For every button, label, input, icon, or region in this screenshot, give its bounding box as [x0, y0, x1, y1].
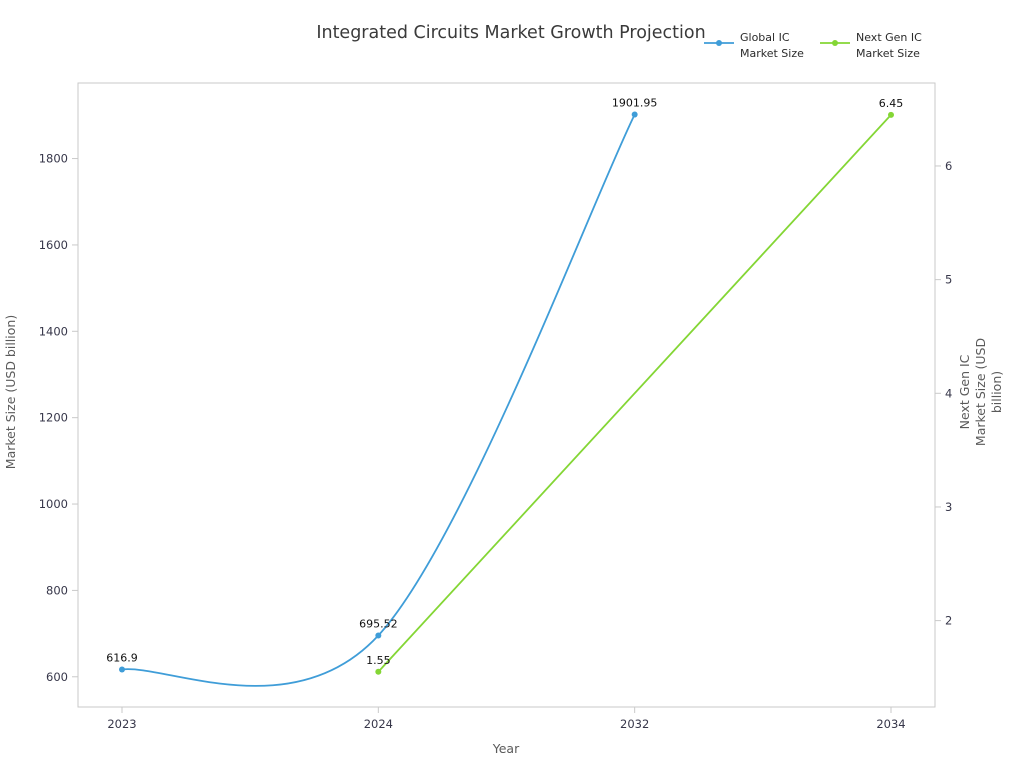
- chart-title: Integrated Circuits Market Growth Projec…: [316, 23, 705, 43]
- x-axis-tick-label: 2034: [876, 717, 905, 731]
- data-point-global-ic-market-size: [119, 666, 125, 673]
- x-axis-tick-label: 2023: [107, 717, 136, 731]
- legend-label: Global IC: [740, 31, 790, 44]
- right-axis-tick-label: 3: [945, 500, 952, 514]
- legend-label: Next Gen IC: [856, 31, 922, 44]
- data-point-next-gen-ic-market-size: [888, 111, 894, 118]
- plot-frame: [77, 82, 936, 708]
- legend-label: Market Size: [856, 47, 920, 60]
- data-point-label: 1.55: [366, 654, 391, 667]
- left-axis-tick-label: 1800: [39, 152, 68, 166]
- legend-marker: [832, 40, 838, 46]
- right-axis-label: Next Gen IC: [957, 354, 972, 429]
- data-point-global-ic-market-size: [631, 111, 638, 118]
- x-axis-tick-label: 2032: [620, 717, 649, 731]
- data-point-label: 616.9: [106, 651, 138, 664]
- left-axis-tick-label: 1600: [39, 238, 68, 252]
- x-axis-tick-label: 2024: [364, 717, 393, 731]
- left-axis-tick-label: 600: [46, 670, 68, 684]
- left-axis-tick-label: 1200: [39, 411, 68, 425]
- series-line-global-ic-market-size: [121, 113, 636, 687]
- series-line-next-gen-ic-market-size: [377, 113, 892, 673]
- data-point-label: 695.52: [359, 618, 398, 631]
- data-point-global-ic-market-size: [375, 632, 382, 639]
- right-axis-tick-label: 2: [945, 614, 952, 628]
- left-axis-tick-label: 1000: [39, 497, 68, 511]
- left-axis-tick-label: 1400: [39, 324, 68, 338]
- data-point-next-gen-ic-market-size: [375, 668, 382, 675]
- right-axis-tick-label: 4: [945, 386, 952, 400]
- x-axis-label: Year: [492, 741, 520, 756]
- data-point-label: 1901.95: [612, 97, 658, 110]
- data-point-label: 6.45: [879, 97, 904, 110]
- right-axis-label: billion): [989, 371, 1004, 413]
- right-axis-label: Market Size (USD: [973, 338, 988, 446]
- legend-label: Market Size: [740, 47, 804, 60]
- right-axis-tick-label: 6: [945, 159, 952, 173]
- right-axis-tick-label: 5: [945, 273, 952, 287]
- left-axis-tick-label: 800: [46, 583, 68, 597]
- legend-marker: [716, 40, 722, 46]
- left-axis-label: Market Size (USD billion): [3, 315, 18, 469]
